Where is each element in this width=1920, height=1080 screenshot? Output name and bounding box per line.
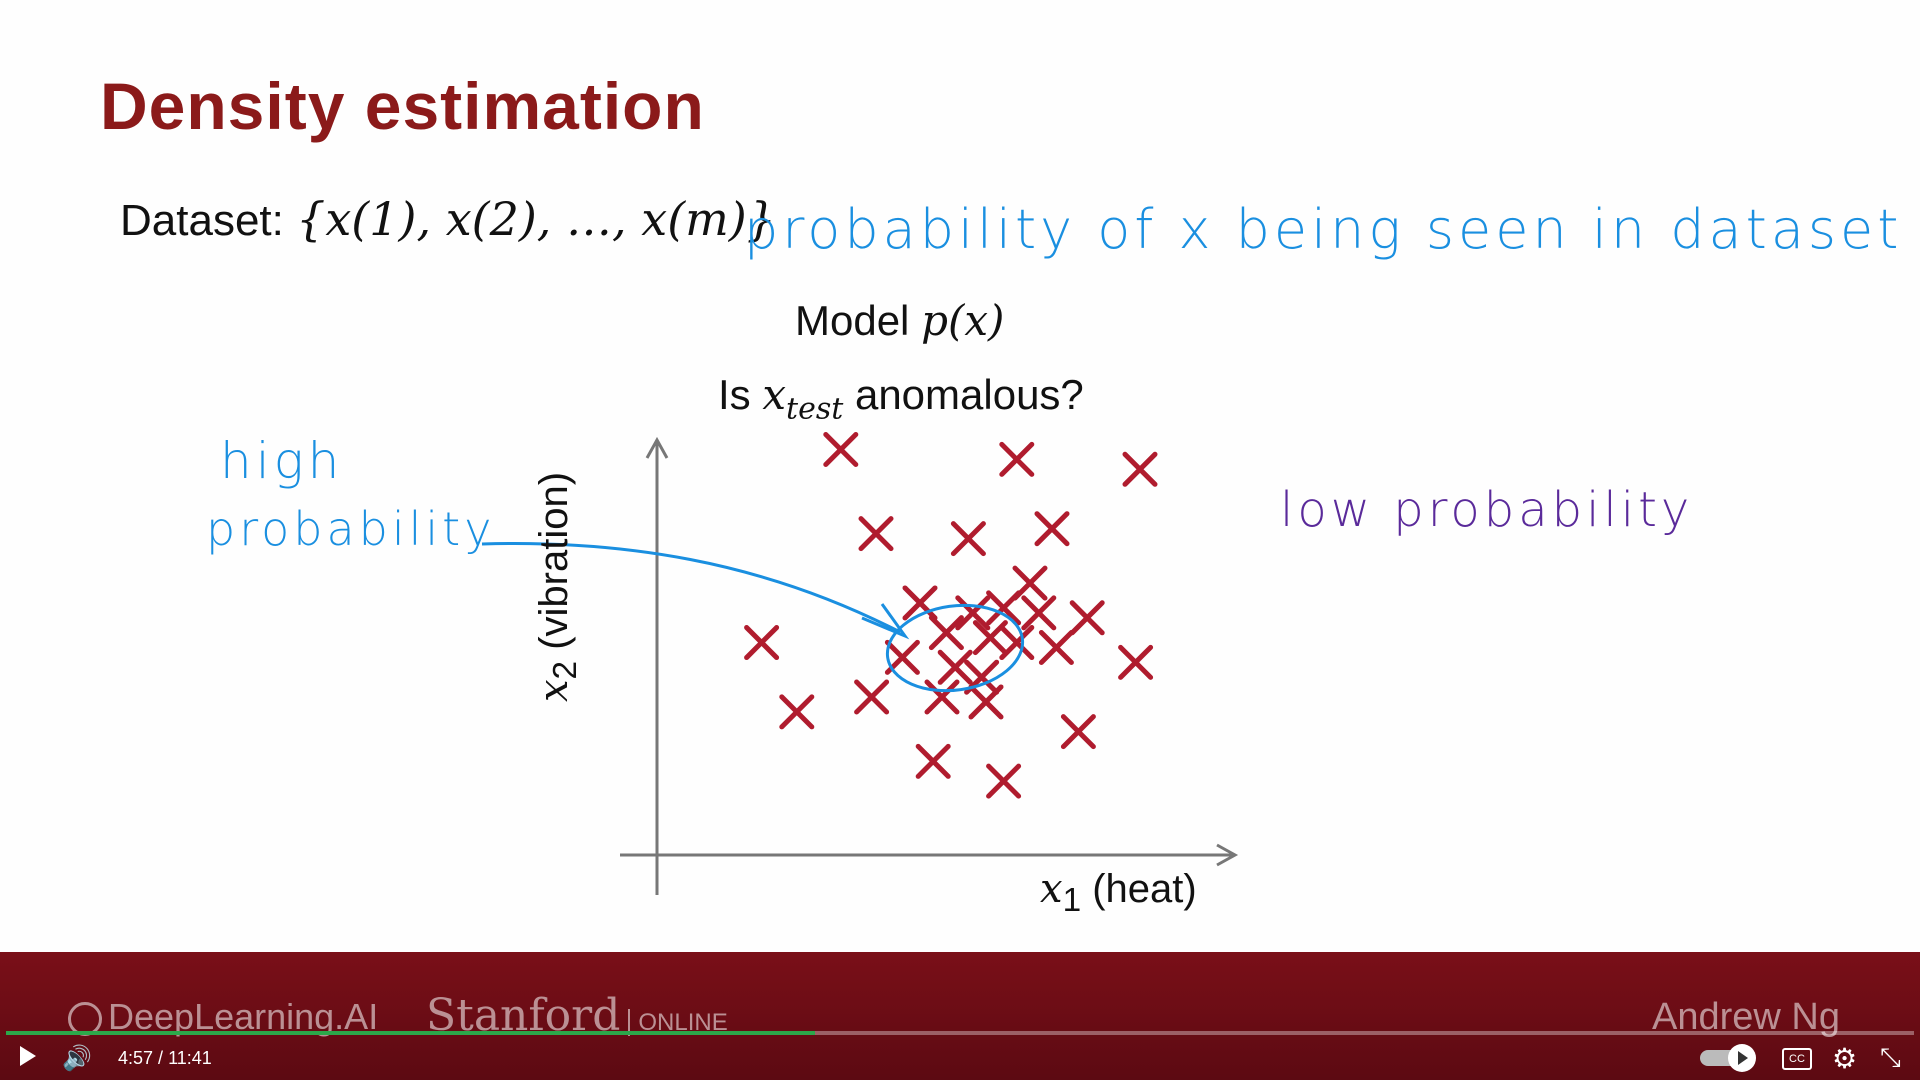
captions-icon[interactable]: CC <box>1782 1048 1812 1070</box>
dataset-label: Dataset: <box>120 196 297 245</box>
deeplearning-logo: DeepLearning.AI <box>68 996 378 1038</box>
pointer-arrow-line <box>481 542 901 634</box>
duration: 11:41 <box>168 1048 212 1068</box>
scatter-point <box>968 684 1004 720</box>
time-separator: / <box>153 1048 169 1068</box>
scatter-point-stroke <box>968 684 1004 720</box>
scatter-point <box>744 625 780 661</box>
scatter-point <box>902 585 938 621</box>
question-post: anomalous? <box>843 371 1084 418</box>
model-text: Model <box>795 297 922 344</box>
model-math: p(x) <box>921 296 1005 345</box>
video-progress-bar[interactable] <box>6 1031 1914 1035</box>
time-display: 4:57 / 11:41 <box>118 1048 212 1069</box>
scatter-point <box>1069 600 1105 636</box>
scatter-point-stroke <box>1021 595 1057 631</box>
video-footer-bar <box>0 952 1920 1080</box>
scatter-markers <box>744 432 1158 799</box>
scatter-point <box>1038 630 1074 665</box>
plot-axes <box>620 436 1239 895</box>
scatter-point <box>1118 644 1154 680</box>
scatter-point <box>1034 511 1070 547</box>
scatter-point-stroke <box>955 595 991 631</box>
scatter-point-stroke <box>986 763 1022 799</box>
scatter-point <box>1122 451 1158 487</box>
anomaly-question: Is xtest anomalous? <box>718 370 1084 426</box>
model-label: Model p(x) <box>795 296 1004 345</box>
scatter-point <box>854 679 890 715</box>
y-axis-text: (vibration) <box>532 471 576 661</box>
slide-title: Density estimation <box>100 69 705 143</box>
question-var: x <box>762 370 787 419</box>
x-axis-text: (heat) <box>1081 867 1197 911</box>
y-axis-sub: 2 <box>547 660 584 680</box>
scatter-point <box>986 763 1022 799</box>
play-icon[interactable] <box>20 1046 36 1066</box>
handwritten-sketch <box>481 542 1025 693</box>
scatter-point <box>924 679 960 715</box>
scatter-point <box>1060 714 1096 750</box>
scatter-point-stroke <box>744 625 780 661</box>
y-axis-var: x <box>531 679 577 703</box>
x-axis-sub: 1 <box>1062 882 1082 919</box>
scatter-point-stroke <box>823 432 859 467</box>
y-axis-label: x2 (vibration) <box>531 407 585 767</box>
exit-fullscreen-icon[interactable]: ⤡ <box>1880 1042 1901 1072</box>
scatter-point <box>779 694 815 730</box>
dataset-set: {x(1), x(2), …, x(m)} <box>296 192 777 246</box>
question-sub: test <box>786 391 844 427</box>
scatter-point <box>950 521 986 557</box>
handwritten-high: high <box>220 432 344 490</box>
scatter-point-stroke <box>928 615 964 651</box>
scatter-point <box>823 432 859 467</box>
video-controls: 🔊 4:57 / 11:41 CC ⚙ ⤡ <box>0 1040 1920 1080</box>
scatter-point-stroke <box>924 679 960 715</box>
pointer-arrowhead <box>861 603 910 640</box>
scatter-point-stroke <box>915 743 951 779</box>
scatter-point-stroke <box>858 516 894 552</box>
scatter-plot <box>481 432 1239 895</box>
scatter-point-stroke <box>999 625 1035 661</box>
scatter-point <box>915 743 951 779</box>
scatter-point-stroke <box>1122 451 1158 487</box>
deeplearning-text: DeepLearning.AI <box>108 996 379 1037</box>
scatter-point-stroke <box>950 521 986 557</box>
scatter-point-stroke <box>902 585 938 621</box>
author-name: Andrew Ng <box>1652 996 1840 1038</box>
scatter-point <box>1021 595 1057 631</box>
scatter-point-stroke <box>999 441 1035 477</box>
scatter-point-stroke <box>937 649 973 685</box>
scatter-point-stroke <box>854 679 890 715</box>
dataset-definition: Dataset: {x(1), x(2), …, x(m)} <box>120 192 776 246</box>
x-axis-var: x <box>1040 866 1063 912</box>
handwritten-probability: probability <box>206 502 496 556</box>
scatter-point <box>928 615 964 651</box>
scatter-point-stroke <box>779 694 815 730</box>
scatter-point <box>955 595 991 631</box>
scatter-point-stroke <box>1034 511 1070 547</box>
dense-region-circle <box>885 603 1025 693</box>
lecture-slide: Density estimation Dataset: {x(1), x(2),… <box>100 69 1903 920</box>
question-pre: Is <box>718 371 763 418</box>
current-time: 4:57 <box>118 1048 154 1068</box>
scatter-point-stroke <box>1038 630 1074 665</box>
scatter-point-stroke <box>1069 600 1105 636</box>
scatter-point <box>858 516 894 552</box>
scatter-point <box>999 625 1035 661</box>
scatter-point-stroke <box>986 590 1022 626</box>
autoplay-toggle-knob[interactable] <box>1728 1044 1756 1072</box>
scatter-point-stroke <box>1060 714 1096 750</box>
video-progress-fill <box>6 1031 815 1035</box>
scatter-point-stroke <box>1118 644 1154 680</box>
x-axis-arrow <box>1216 843 1239 867</box>
x-axis-label: x1 (heat) <box>1040 866 1197 920</box>
scatter-point <box>986 590 1022 626</box>
scatter-point <box>937 649 973 685</box>
volume-icon[interactable]: 🔊 <box>62 1045 92 1072</box>
scatter-point <box>999 441 1035 477</box>
y-axis-arrow <box>645 436 669 459</box>
settings-gear-icon[interactable]: ⚙ <box>1832 1043 1858 1074</box>
handwritten-probability-note: probability of x being seen in dataset <box>744 198 1903 261</box>
handwritten-low-probability: low probability <box>1280 482 1694 538</box>
